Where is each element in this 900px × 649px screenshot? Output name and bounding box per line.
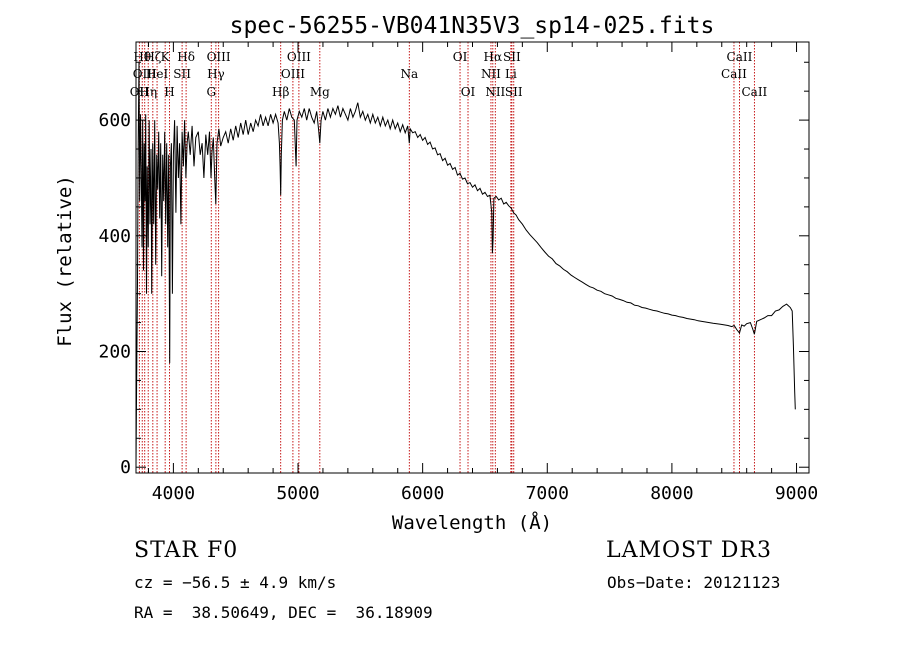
line-label-4959: OIII <box>281 67 305 81</box>
line-label-4304: G <box>206 85 216 99</box>
line-label-4363: OIII <box>207 50 231 64</box>
line-label-8498: CaII <box>721 67 747 81</box>
object-class: STAR F0 <box>134 538 239 563</box>
survey-name: LAMOST DR3 <box>606 538 772 563</box>
line-label-6583: NII <box>485 85 505 99</box>
line-label-6563: Hα <box>484 50 503 64</box>
axis-tick-labels: 4000 5000 6000 7000 8000 9000 0 200 400 600 <box>98 110 818 504</box>
line-label-3869: HeI <box>146 67 169 81</box>
x-tick-label: 4000 <box>152 483 195 504</box>
line-label-6300: OI <box>453 50 468 64</box>
redshift-value: cz = −56.5 ± 4.9 km/s <box>134 573 337 592</box>
line-label-5175: Mg <box>310 85 330 99</box>
line-label-4861: Hβ <box>272 85 289 99</box>
x-tick-label: 8000 <box>650 483 693 504</box>
line-label-3835: Hζ <box>144 50 161 64</box>
line-label-3750: Hθ <box>133 50 151 64</box>
spectrum-line <box>135 62 796 468</box>
axis-ticks <box>136 42 809 473</box>
x-tick-label: 6000 <box>401 483 444 504</box>
x-tick-label: 7000 <box>526 483 569 504</box>
line-label-4070: SII <box>173 67 191 81</box>
chart-title: spec-56255-VB041N35V3_sp14-025.fits <box>230 13 715 39</box>
line-label-3798: Hη <box>139 85 157 99</box>
line-label-6716: SII <box>503 50 521 64</box>
y-tick-label: 0 <box>120 457 131 478</box>
line-label-5893: Na <box>400 67 418 81</box>
emission-line-markers <box>138 42 755 473</box>
line-label-8662: CaII <box>741 85 767 99</box>
coordinates: RA = 38.50649, DEC = 36.18909 <box>134 603 433 622</box>
line-label-3934: K <box>161 50 171 64</box>
y-tick-label: 200 <box>98 342 131 363</box>
line-label-4102: Hδ <box>177 50 195 64</box>
line-label-6708: Li <box>505 67 517 81</box>
emission-line-labels: OIIHθOIIIHηHζHeIKHSIIHδGHγOIIIHβOIIIOIII… <box>130 50 768 99</box>
line-label-6548: NII <box>481 67 501 81</box>
x-axis-label: Wavelength (Å) <box>392 511 552 534</box>
line-label-6364: OI <box>461 85 476 99</box>
y-tick-label: 600 <box>98 110 131 131</box>
obs-date: Obs−Date: 20121123 <box>607 573 781 592</box>
line-label-6731: SII <box>505 85 523 99</box>
line-label-5007: OIII <box>287 50 311 64</box>
x-tick-label: 9000 <box>775 483 818 504</box>
y-axis-label: Flux (relative) <box>54 175 76 347</box>
line-label-3969: H <box>164 85 174 99</box>
line-label-4341: Hγ <box>207 67 225 81</box>
y-tick-label: 400 <box>98 226 131 247</box>
line-label-8542: CaII <box>727 50 753 64</box>
plot-frame <box>135 41 810 474</box>
x-tick-label: 5000 <box>276 483 319 504</box>
